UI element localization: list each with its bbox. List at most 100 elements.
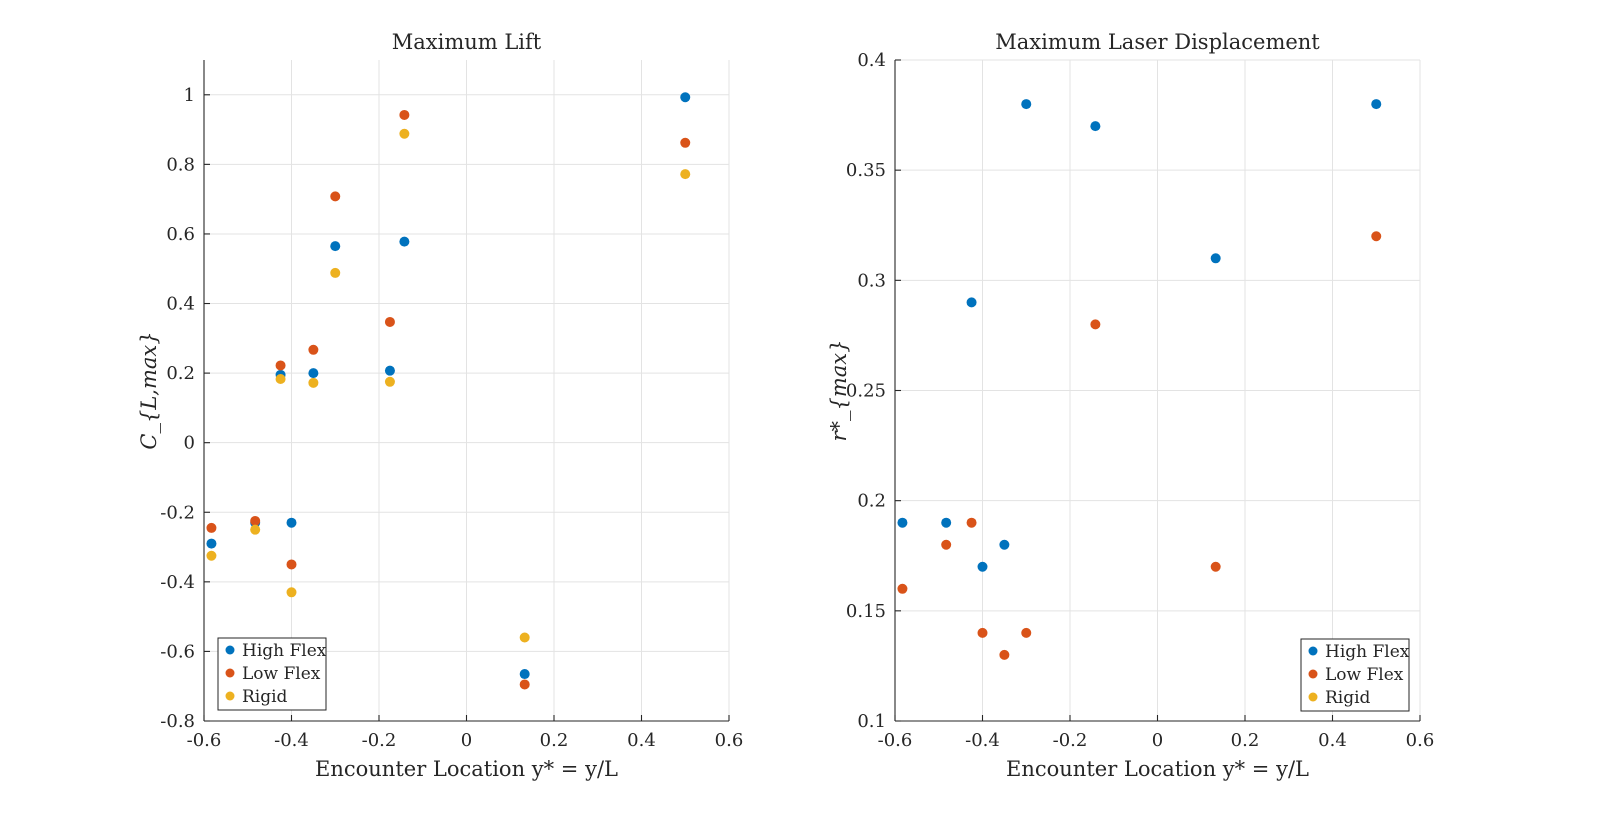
data-point — [399, 236, 410, 247]
data-point — [680, 92, 691, 103]
x-tick-label: 0 — [1152, 730, 1163, 751]
data-point — [330, 191, 341, 202]
legend-marker — [1308, 646, 1318, 656]
series-high-flex — [897, 99, 1382, 572]
data-point — [250, 515, 261, 526]
x-axis-label: Encounter Location y* = y/L — [1006, 757, 1309, 781]
data-point — [1090, 319, 1101, 330]
lift-chart: -0.6 -0.4 -0.2 0 0.2 0.4 0.6-0.8-0.6-0.4-0.200… — [137, 30, 743, 781]
data-point — [206, 550, 217, 561]
data-point — [1021, 627, 1032, 638]
data-point — [275, 360, 286, 371]
data-point — [1371, 231, 1382, 242]
y-tick-label: 0.1 — [857, 711, 886, 732]
data-point — [399, 109, 410, 120]
legend: High Flex Low Flex Rigid — [1300, 638, 1410, 712]
x-axis-label: Encounter Location y* = y/L — [315, 757, 618, 781]
data-point — [1210, 253, 1221, 264]
data-point — [519, 632, 530, 643]
data-point — [1090, 121, 1101, 132]
y-tick-label: 0.15 — [846, 601, 886, 622]
series-low-flex — [206, 109, 691, 690]
x-tick-label: 0 — [461, 730, 472, 751]
data-point — [286, 517, 297, 528]
x-tick-label: 0.2 — [540, 730, 569, 751]
x-tick-label: 0.2 — [1231, 730, 1260, 751]
data-point — [384, 365, 395, 376]
data-point — [330, 241, 341, 252]
legend-box — [217, 637, 327, 711]
grid — [894, 59, 1421, 722]
y-tick-label: -0.4 — [160, 572, 195, 593]
legend-label: High Flex — [242, 641, 327, 661]
data-point — [941, 517, 952, 528]
data-point — [206, 522, 217, 533]
data-point — [897, 517, 908, 528]
x-tick-label: 0.6 — [715, 730, 744, 751]
data-point — [519, 669, 530, 680]
y-axis-label: r*_{max} — [827, 339, 851, 441]
x-tick-label: 0.6 — [1406, 730, 1435, 751]
y-tick-label: 0 — [184, 433, 195, 454]
y-tick-label: 0.25 — [846, 381, 886, 402]
legend-marker — [225, 691, 235, 701]
x-tick-label: 0.4 — [1318, 730, 1347, 751]
data-point — [897, 583, 908, 594]
y-tick-label: 0.2 — [166, 363, 195, 384]
legend-marker — [1308, 692, 1318, 702]
x-tick-label: -0.2 — [362, 730, 397, 751]
data-point — [966, 297, 977, 308]
legend-label: High Flex — [1325, 642, 1410, 662]
data-point — [977, 627, 988, 638]
data-point — [399, 128, 410, 139]
y-tick-label: -0.8 — [160, 711, 195, 732]
data-point — [384, 316, 395, 327]
data-point — [250, 524, 261, 535]
data-point — [275, 374, 286, 385]
data-point — [977, 561, 988, 572]
y-tick-label: 1 — [184, 85, 195, 106]
data-point — [519, 679, 530, 690]
data-point — [680, 169, 691, 180]
chart-title: Maximum Laser Displacement — [995, 30, 1320, 54]
legend-label: Rigid — [242, 687, 288, 707]
y-tick-label: 0.2 — [857, 491, 886, 512]
y-tick-label: 0.35 — [846, 160, 886, 181]
legend-marker — [225, 645, 235, 655]
series-rigid — [206, 128, 691, 643]
data-point — [206, 538, 217, 549]
data-point — [966, 517, 977, 528]
x-tick-label: -0.4 — [274, 730, 309, 751]
data-point — [308, 344, 319, 355]
data-point — [286, 587, 297, 598]
data-point — [999, 649, 1010, 660]
legend: High Flex Low Flex Rigid — [217, 637, 327, 711]
displacement-chart: -0.6 -0.4 -0.2 0 0.2 0.4 0.6 0.1 0.15 0.2 0.25 0.3 0… — [827, 30, 1434, 781]
data-point — [384, 376, 395, 387]
y-tick-label: -0.2 — [160, 502, 195, 523]
y-tick-label: 0.8 — [166, 154, 195, 175]
legend-label: Rigid — [1325, 688, 1371, 708]
data-point — [330, 267, 341, 278]
grid — [203, 60, 730, 722]
data-point — [1021, 99, 1032, 110]
data-point — [1210, 561, 1221, 572]
data-point — [308, 377, 319, 388]
x-tick-label: -0.6 — [187, 730, 222, 751]
data-point — [680, 137, 691, 148]
x-tick-label: 0.4 — [627, 730, 656, 751]
data-point — [286, 559, 297, 570]
data-point — [941, 539, 952, 550]
x-tick-label: -0.4 — [965, 730, 1000, 751]
legend-label: Low Flex — [242, 664, 321, 684]
y-tick-label: 0.6 — [166, 224, 195, 245]
y-tick-label: 0.4 — [166, 294, 195, 315]
series-low-flex — [897, 231, 1382, 660]
data-point — [999, 539, 1010, 550]
data-point — [1371, 99, 1382, 110]
legend-marker — [1308, 669, 1318, 679]
y-tick-label: 0.3 — [857, 270, 886, 291]
data-point — [308, 368, 319, 379]
series-high-flex — [206, 92, 691, 680]
